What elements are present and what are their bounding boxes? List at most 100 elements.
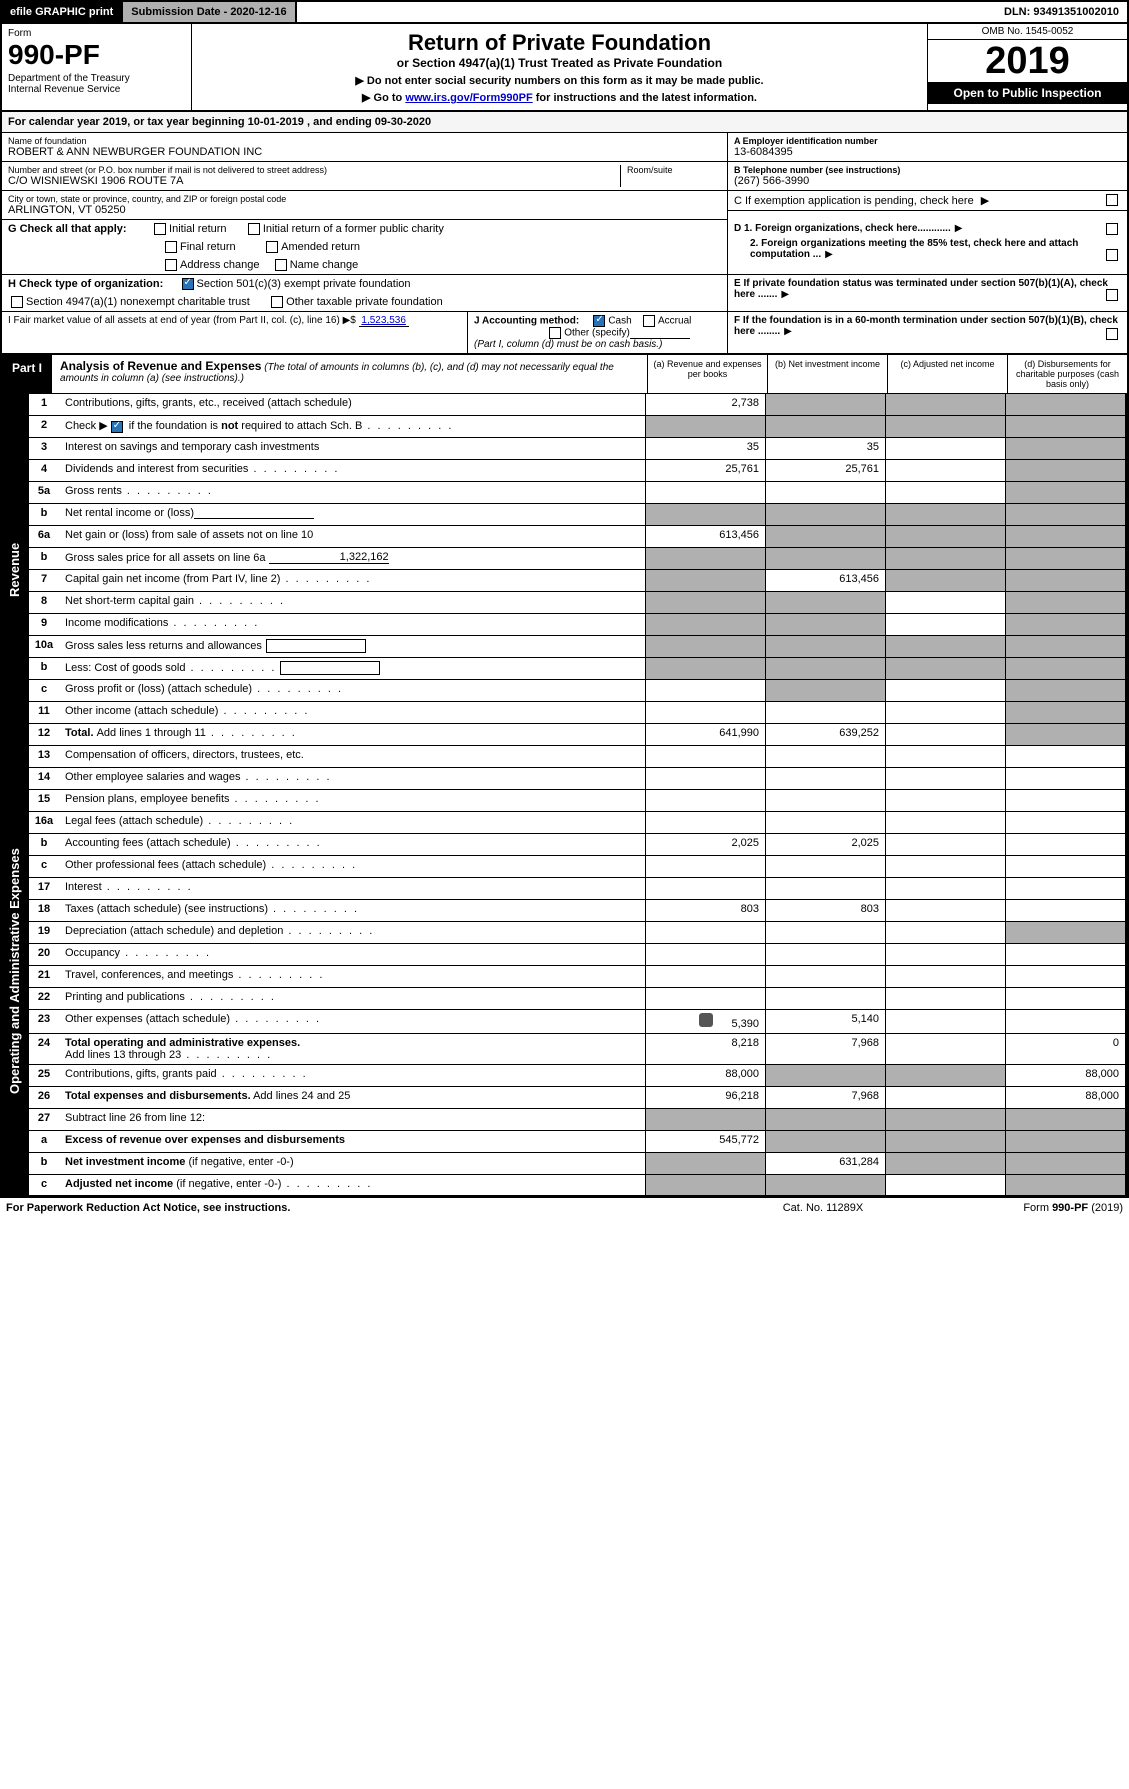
section-g-d: G Check all that apply: Initial return I…	[0, 220, 1129, 275]
header-center: Return of Private Foundation or Section …	[192, 24, 927, 110]
section-h-e: H Check type of organization: Section 50…	[0, 275, 1129, 312]
section-j: J Accounting method: Cash Accrual Other …	[467, 312, 727, 353]
note-1: ▶ Do not enter social security numbers o…	[198, 74, 921, 87]
row-24: 24Total operating and administrative exp…	[27, 1034, 1127, 1065]
f-checkbox[interactable]	[1106, 328, 1118, 340]
row-26: 26Total expenses and disbursements. Add …	[27, 1087, 1127, 1109]
col-a-header: (a) Revenue and expenses per books	[647, 355, 767, 393]
row-13: 13Compensation of officers, directors, t…	[27, 746, 1127, 768]
header-right: OMB No. 1545-0052 2019 Open to Public In…	[927, 24, 1127, 110]
h-4947-checkbox[interactable]	[11, 296, 23, 308]
attachment-icon[interactable]	[699, 1013, 713, 1027]
footer: For Paperwork Reduction Act Notice, see …	[0, 1197, 1129, 1218]
dept-label: Department of the TreasuryInternal Reven…	[8, 73, 185, 95]
row-27: 27Subtract line 26 from line 12:	[27, 1109, 1127, 1131]
row-27c: cAdjusted net income (if negative, enter…	[27, 1175, 1127, 1197]
form-header: Form 990-PF Department of the TreasuryIn…	[0, 24, 1129, 112]
j-other-checkbox[interactable]	[549, 327, 561, 339]
submission-date: Submission Date - 2020-12-16	[123, 2, 296, 22]
form-label: Form	[8, 28, 185, 39]
part1-label: Part I	[2, 355, 52, 393]
expenses-section: Operating and Administrative Expenses 13…	[0, 746, 1129, 1197]
expenses-side-label: Operating and Administrative Expenses	[2, 746, 27, 1197]
e-checkbox[interactable]	[1106, 289, 1118, 301]
row-5a: 5aGross rents	[27, 482, 1127, 504]
omb-number: OMB No. 1545-0052	[928, 24, 1127, 40]
row-14: 14Other employee salaries and wages	[27, 768, 1127, 790]
col-c-header: (c) Adjusted net income	[887, 355, 1007, 393]
row-6b: bGross sales price for all assets on lin…	[27, 548, 1127, 570]
row-9: 9Income modifications	[27, 614, 1127, 636]
g-row: G Check all that apply: Initial return I…	[2, 220, 727, 238]
row-15: 15Pension plans, employee benefits	[27, 790, 1127, 812]
h-501c3-checkbox[interactable]	[182, 278, 194, 290]
row-6a: 6aNet gain or (loss) from sale of assets…	[27, 526, 1127, 548]
section-d: D 1. Foreign organizations, check here..…	[727, 220, 1127, 275]
row-10a: 10aGross sales less returns and allowanc…	[27, 636, 1127, 658]
g-initial-former-checkbox[interactable]	[248, 223, 260, 235]
footer-right: Form 990-PF (2019)	[923, 1202, 1123, 1214]
info-block: Name of foundation ROBERT & ANN NEWBURGE…	[0, 133, 1129, 220]
g-final-checkbox[interactable]	[165, 241, 177, 253]
telephone-cell: B Telephone number (see instructions) (2…	[728, 162, 1127, 191]
address-cell: Number and street (or P.O. box number if…	[2, 162, 727, 191]
row-1: 1Contributions, gifts, grants, etc., rec…	[27, 394, 1127, 416]
form-subtitle: or Section 4947(a)(1) Trust Treated as P…	[198, 56, 921, 70]
part1-header: Part I Analysis of Revenue and Expenses …	[0, 355, 1129, 394]
header-left: Form 990-PF Department of the TreasuryIn…	[2, 24, 192, 110]
j-accrual-checkbox[interactable]	[643, 315, 655, 327]
d1-checkbox[interactable]	[1106, 223, 1118, 235]
section-i: I Fair market value of all assets at end…	[2, 312, 467, 353]
city-cell: City or town, state or province, country…	[2, 191, 727, 220]
row-2: 2Check ▶ if the foundation is not requir…	[27, 416, 1127, 438]
section-c: C If exemption application is pending, c…	[728, 191, 1127, 211]
d2-checkbox[interactable]	[1106, 249, 1118, 261]
section-ijf: I Fair market value of all assets at end…	[0, 312, 1129, 355]
g-initial-checkbox[interactable]	[154, 223, 166, 235]
row-17: 17Interest	[27, 878, 1127, 900]
row-25: 25Contributions, gifts, grants paid88,00…	[27, 1065, 1127, 1087]
row-11: 11Other income (attach schedule)	[27, 702, 1127, 724]
g-address-checkbox[interactable]	[165, 259, 177, 271]
irs-link[interactable]: www.irs.gov/Form990PF	[405, 92, 532, 104]
row-8: 8Net short-term capital gain	[27, 592, 1127, 614]
row-22: 22Printing and publications	[27, 988, 1127, 1010]
row-10c: cGross profit or (loss) (attach schedule…	[27, 680, 1127, 702]
h-other-checkbox[interactable]	[271, 296, 283, 308]
row-5b: bNet rental income or (loss)	[27, 504, 1127, 526]
section-e: E If private foundation status was termi…	[727, 275, 1127, 312]
row-16a: 16aLegal fees (attach schedule)	[27, 812, 1127, 834]
row-18: 18Taxes (attach schedule) (see instructi…	[27, 900, 1127, 922]
j-cash-checkbox[interactable]	[593, 315, 605, 327]
footer-center: Cat. No. 11289X	[723, 1202, 923, 1214]
revenue-section: Revenue 1Contributions, gifts, grants, e…	[0, 394, 1129, 746]
form-number: 990-PF	[8, 39, 185, 71]
form-title: Return of Private Foundation	[198, 30, 921, 56]
row-16c: cOther professional fees (attach schedul…	[27, 856, 1127, 878]
open-inspection: Open to Public Inspection	[928, 82, 1127, 104]
row-21: 21Travel, conferences, and meetings	[27, 966, 1127, 988]
row-4: 4Dividends and interest from securities2…	[27, 460, 1127, 482]
g-name-checkbox[interactable]	[275, 259, 287, 271]
row-3: 3Interest on savings and temporary cash …	[27, 438, 1127, 460]
row-12: 12Total. Add lines 1 through 11641,99063…	[27, 724, 1127, 746]
row-27b: bNet investment income (if negative, ent…	[27, 1153, 1127, 1175]
efile-label: efile GRAPHIC print	[2, 2, 123, 22]
col-b-header: (b) Net investment income	[767, 355, 887, 393]
row-16b: bAccounting fees (attach schedule)2,0252…	[27, 834, 1127, 856]
row-23: 23Other expenses (attach schedule) 5,390…	[27, 1010, 1127, 1034]
row-7: 7Capital gain net income (from Part IV, …	[27, 570, 1127, 592]
sch-b-checkbox[interactable]	[111, 421, 123, 433]
section-f: F If the foundation is in a 60-month ter…	[727, 312, 1127, 353]
note-2: ▶ Go to www.irs.gov/Form990PF for instru…	[198, 91, 921, 104]
top-bar: efile GRAPHIC print Submission Date - 20…	[0, 0, 1129, 24]
c-checkbox[interactable]	[1106, 194, 1118, 206]
row-27a: aExcess of revenue over expenses and dis…	[27, 1131, 1127, 1153]
row-10b: bLess: Cost of goods sold	[27, 658, 1127, 680]
dln-label: DLN: 93491351002010	[996, 2, 1127, 22]
calendar-year-row: For calendar year 2019, or tax year begi…	[0, 112, 1129, 133]
ein-cell: A Employer identification number 13-6084…	[728, 133, 1127, 162]
fmv-link[interactable]: 1,523,536	[361, 315, 406, 326]
g-amended-checkbox[interactable]	[266, 241, 278, 253]
footer-left: For Paperwork Reduction Act Notice, see …	[6, 1202, 723, 1214]
